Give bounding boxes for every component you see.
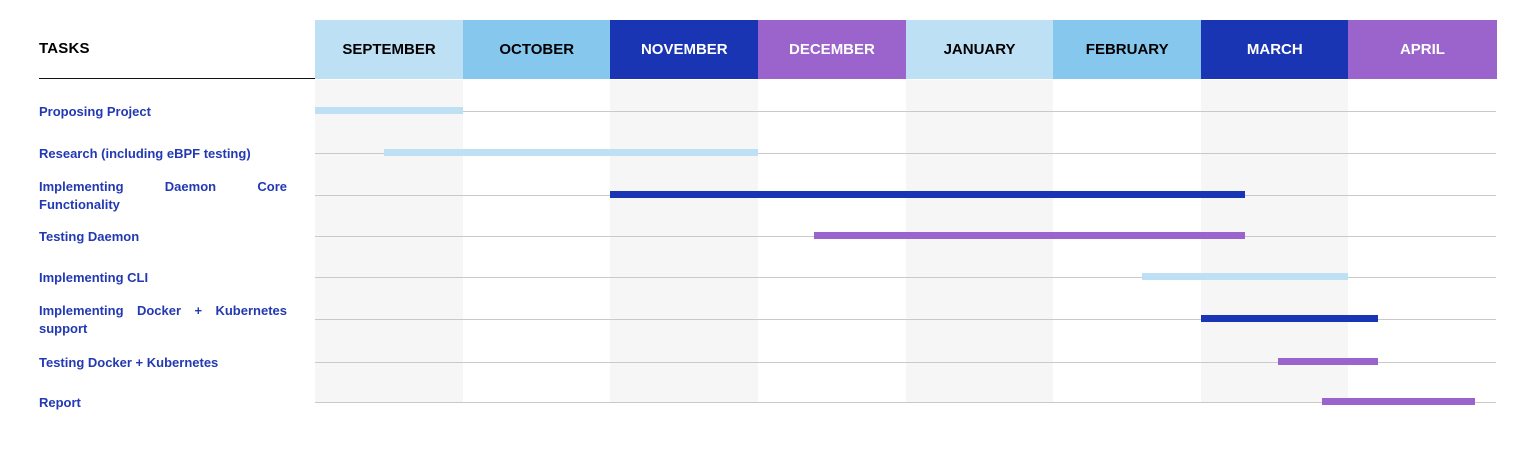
month-header-october: OCTOBER [462,20,611,79]
task-label: Report [39,395,81,410]
task-row-gridline [315,319,1496,320]
task-row-gridline [315,111,1496,112]
task-bar [384,149,758,156]
month-header-february: FEBRUARY [1053,20,1202,79]
task-label: Implementing CLI [39,270,149,285]
month-shade-column [1200,80,1349,403]
task-label: Implementing Daemon Core Functionality [39,179,287,212]
task-row-gridline [315,362,1496,363]
task-row-gridline [315,153,1496,154]
month-header-september: SEPTEMBER [315,20,464,79]
month-shade-column [610,80,758,403]
month-shade-column [315,80,463,403]
month-header-december: DECEMBER [757,20,906,79]
task-bar [1141,273,1349,280]
task-bar [1277,358,1378,365]
month-header-november: NOVEMBER [610,20,759,79]
task-bar [1321,398,1476,405]
month-header-march: MARCH [1200,20,1349,79]
task-label: Testing Docker + Kubernetes [39,355,219,370]
task-bar [315,107,463,114]
task-row-gridline [315,277,1496,278]
month-header-january: JANUARY [905,20,1054,79]
task-label: Proposing Project [39,104,151,119]
task-bar [1200,315,1378,322]
task-bar [610,191,1246,198]
tasks-column-header: TASKS [39,40,90,57]
task-row-gridline [315,402,1496,403]
month-header-april: APRIL [1348,20,1497,79]
task-label: Testing Daemon [39,229,140,244]
month-shade-column [905,80,1054,403]
task-bar [813,232,1246,239]
task-label: Research (including eBPF testing) [39,146,251,161]
task-label: Implementing Docker + Kubernetes support [39,303,287,336]
